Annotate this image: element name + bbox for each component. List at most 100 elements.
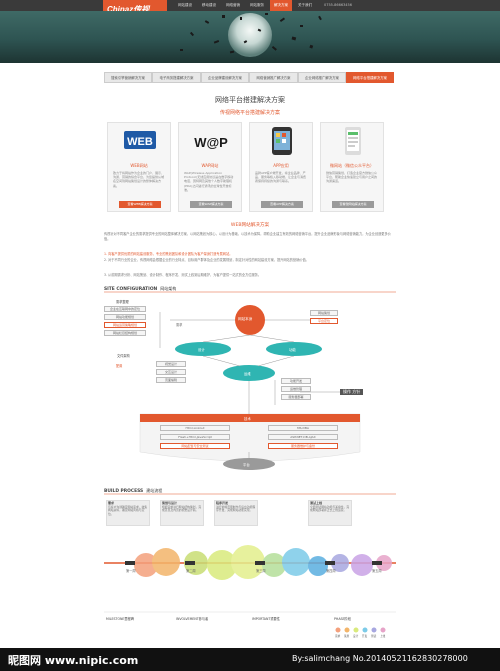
card-wechat-desc: 微信营销策划，打造企业官方微信公众平台，帮助企业快速建立与用户之间的沟通渠道。 xyxy=(326,171,378,184)
card-web: WEB WEB网站 致力于将网站作为企业的门户、展示、沟通、营销的综合平台，为您… xyxy=(107,122,171,212)
top-nav-bar xyxy=(0,0,500,11)
watermark-id: By:salimchang No.20140521162830278000 xyxy=(292,654,468,663)
phase-legend-4: 开发 xyxy=(362,635,368,638)
build-note-3-text: 进行前端页面制作与后台功能程序开发，完成网站功能实现。 xyxy=(216,504,256,513)
build-note-launch: 测试上线 全面测试网站功能与兼容性，完成网站部署并正式上线运营。 xyxy=(308,500,352,526)
node-site-itself: 网站本身 xyxy=(238,317,253,321)
node-operation: 运维 xyxy=(244,372,251,376)
tab-brand[interactable]: 企业品牌建设解决方案 xyxy=(201,72,249,83)
card-wap-title: WAP网站 xyxy=(201,163,219,168)
phase-legend-1: 需求 xyxy=(335,635,341,638)
card-app-button[interactable]: 查看APP解决方案 xyxy=(261,201,303,208)
svg-text:W@P: W@P xyxy=(194,135,228,150)
tech-item-1: Html,Linkout xyxy=(160,425,230,431)
legend-milestone: MILESTONE里程碑 xyxy=(106,617,134,621)
right-note: 配置 xyxy=(116,364,123,368)
node-platform: 平台 xyxy=(243,463,250,467)
tab-sem[interactable]: 搜索引擎营销解决方案 xyxy=(104,72,152,83)
tab-enterprise-promotion[interactable]: 企业网络推广解决方案 xyxy=(298,72,346,83)
build-note-development: 程序开发 进行前端页面制作与后台功能程序开发，完成网站功能实现。 xyxy=(214,500,258,526)
right-item-2: 平台定位 xyxy=(310,318,338,324)
phone-number: 0755-86663456 xyxy=(324,3,352,7)
node-design: 设计 xyxy=(198,348,205,352)
left-item2-1: 视觉设计 xyxy=(156,361,186,367)
web-section-intro: 传视针对不同客户企业的需求提供专业的网站整体解决方案，以网站策划为核心，以设计为… xyxy=(104,232,391,241)
tab-platform[interactable]: 网络平台搭建解决方案 xyxy=(346,72,394,83)
build-note-2-title: 策划与设计 xyxy=(162,501,178,505)
nav-item-mobile[interactable]: 移动建设 xyxy=(202,3,216,7)
build-title-en: BUILD PROCESS xyxy=(104,489,144,494)
build-note-2-text: 根据需求进行网站结构策划，完成首页及内页的视觉设计稿。 xyxy=(162,504,202,513)
nav-item-solutions[interactable]: 解决方案 xyxy=(270,0,292,11)
left-group-title: 需求整理 xyxy=(116,300,129,304)
hero-banner xyxy=(0,11,500,63)
card-wap-button[interactable]: 查看WAP解决方案 xyxy=(190,201,232,208)
build-note-requirements: 需求 与客户沟通确定网站需求，收集网站资料，确定网站风格与定位。 xyxy=(106,500,150,526)
build-note-design: 策划与设计 根据需求进行网站结构策划，完成首页及内页的视觉设计稿。 xyxy=(160,500,204,526)
tech-item-6: 服务器维护与备份 xyxy=(268,443,338,449)
phase-legend-3: 设计 xyxy=(353,635,359,638)
phase-legend-2: 策划 xyxy=(344,635,350,638)
legend-importance: IMPORTANT重要性 xyxy=(252,617,280,621)
wechat-phone-icon xyxy=(345,127,361,155)
watermark-footer: 昵图网 www.nipic.com By:salimchang No.20140… xyxy=(0,648,500,671)
left-item2-2: 交互设计 xyxy=(156,369,186,375)
node-function: 功能 xyxy=(289,348,296,352)
svg-text:WEB: WEB xyxy=(127,136,153,148)
solution-tabs: 搜索引擎营销解决方案 电子商务搭建解决方案 企业品牌建设解决方案 网络营销推广解… xyxy=(104,72,394,83)
build-note-1-title: 需求 xyxy=(108,501,115,505)
tech-item-4: ASP.NET,DB,AJAX xyxy=(268,434,338,440)
left-note: 需求 xyxy=(176,323,183,327)
phase-legend-5: 测试 xyxy=(371,635,377,638)
card-web-button[interactable]: 查看WEB解决方案 xyxy=(119,201,161,208)
nav-item-service[interactable]: 网站服务 xyxy=(250,3,264,7)
nav-item-website[interactable]: 网站建设 xyxy=(178,3,192,7)
build-note-4-title: 测试上线 xyxy=(310,501,323,505)
nav-item-marketing[interactable]: 网络营销 xyxy=(226,3,240,7)
side-label: 操作 方针 xyxy=(340,389,364,395)
build-title-zh: 建站流程 xyxy=(146,488,163,493)
left-item-3: 网站运营策略规划 xyxy=(104,322,146,328)
web-point-2: 2. 对于不同行业的企业，传视网络会根据企业的行业特点、目标用户群体及企业的发展… xyxy=(104,258,309,262)
right-item-1: 网站策划 xyxy=(310,310,338,316)
build-note-1-text: 与客户沟通确定网站需求，收集网站资料，确定网站风格与定位。 xyxy=(108,504,148,516)
web-point-1: 1. 向客户提供优质的网站建设服务，专业的策划团队和设计团队为客户量身打造专属网… xyxy=(104,252,233,256)
tech-item-2: MS,DBA xyxy=(268,425,338,431)
brand-name: Chinaz传视 xyxy=(107,5,150,14)
web-logo-icon: WEB xyxy=(124,131,156,149)
phase-2: 第二周 xyxy=(186,569,196,573)
tab-promotion[interactable]: 网络营销推广解决方案 xyxy=(249,72,298,83)
node-tech: 技术 xyxy=(244,417,251,421)
site-config-heading: SITE CONFIGURATION 网站架构 xyxy=(104,286,176,292)
right-item2-3: 服务器部署 xyxy=(281,394,311,400)
phase-5: 第五周 xyxy=(372,569,382,573)
card-app-desc: 品牌APP客户端开发，将企业品牌、产品、服务等植入移动端，让企业与消费者保持持续… xyxy=(255,171,307,184)
phase-legend-6: 上线 xyxy=(380,635,386,638)
page-subtitle: 传视网络平台搭建解决方案 xyxy=(219,110,280,116)
build-note-4-text: 全面测试网站功能与兼容性，完成网站部署并正式上线运营。 xyxy=(310,504,350,513)
legend-involvement: INVOLVEMENT参与者 xyxy=(176,617,209,621)
watermark-site: 昵图网 www.nipic.com xyxy=(8,654,139,667)
card-wechat-title: 微网站（微信公众平台） xyxy=(330,163,374,168)
card-web-desc: 致力于将网站作为企业的门户、展示、沟通、营销的综合平台，为您提供从域名空间到网站… xyxy=(113,171,165,188)
left-item-4: 网站栏目结构规划 xyxy=(104,330,146,336)
right-item2-1: 功能开发 xyxy=(281,378,311,384)
card-wechat-button[interactable]: 查看微网站解决方案 xyxy=(332,201,374,208)
right-item2-2: 运维管理 xyxy=(281,386,311,392)
left-item-1: 企业在互联网中的定位 xyxy=(104,306,146,312)
build-process-heading: BUILD PROCESS 建站流程 xyxy=(104,488,162,494)
wap-logo-icon: W@P xyxy=(194,135,228,150)
nav-item-about[interactable]: 关于我们 xyxy=(298,3,312,7)
card-web-title: WEB网站 xyxy=(130,163,148,168)
page-title: 网络平台搭建解决方案 xyxy=(215,96,285,104)
web-point-3: 3. 从前期需求分析、网站策划、设计制作、程序开发、测试上线到后期维护，为客户提… xyxy=(104,273,262,277)
phase-3: 第三周 xyxy=(256,569,266,573)
legend-phase: PHASE阶段 xyxy=(334,617,351,621)
tab-ecommerce[interactable]: 电子商务搭建解决方案 xyxy=(152,72,201,83)
build-note-3-title: 程序开发 xyxy=(216,501,229,505)
card-wap-desc: WAP(Wireless Application Protocol)无线应用协议… xyxy=(184,171,234,192)
phase-1: 第一周 xyxy=(126,569,136,573)
hero-sphere-graphic xyxy=(180,13,322,57)
left-item2-3: 页面编辑 xyxy=(156,377,186,383)
web-section-title: WEB网站解决方案 xyxy=(230,223,270,228)
